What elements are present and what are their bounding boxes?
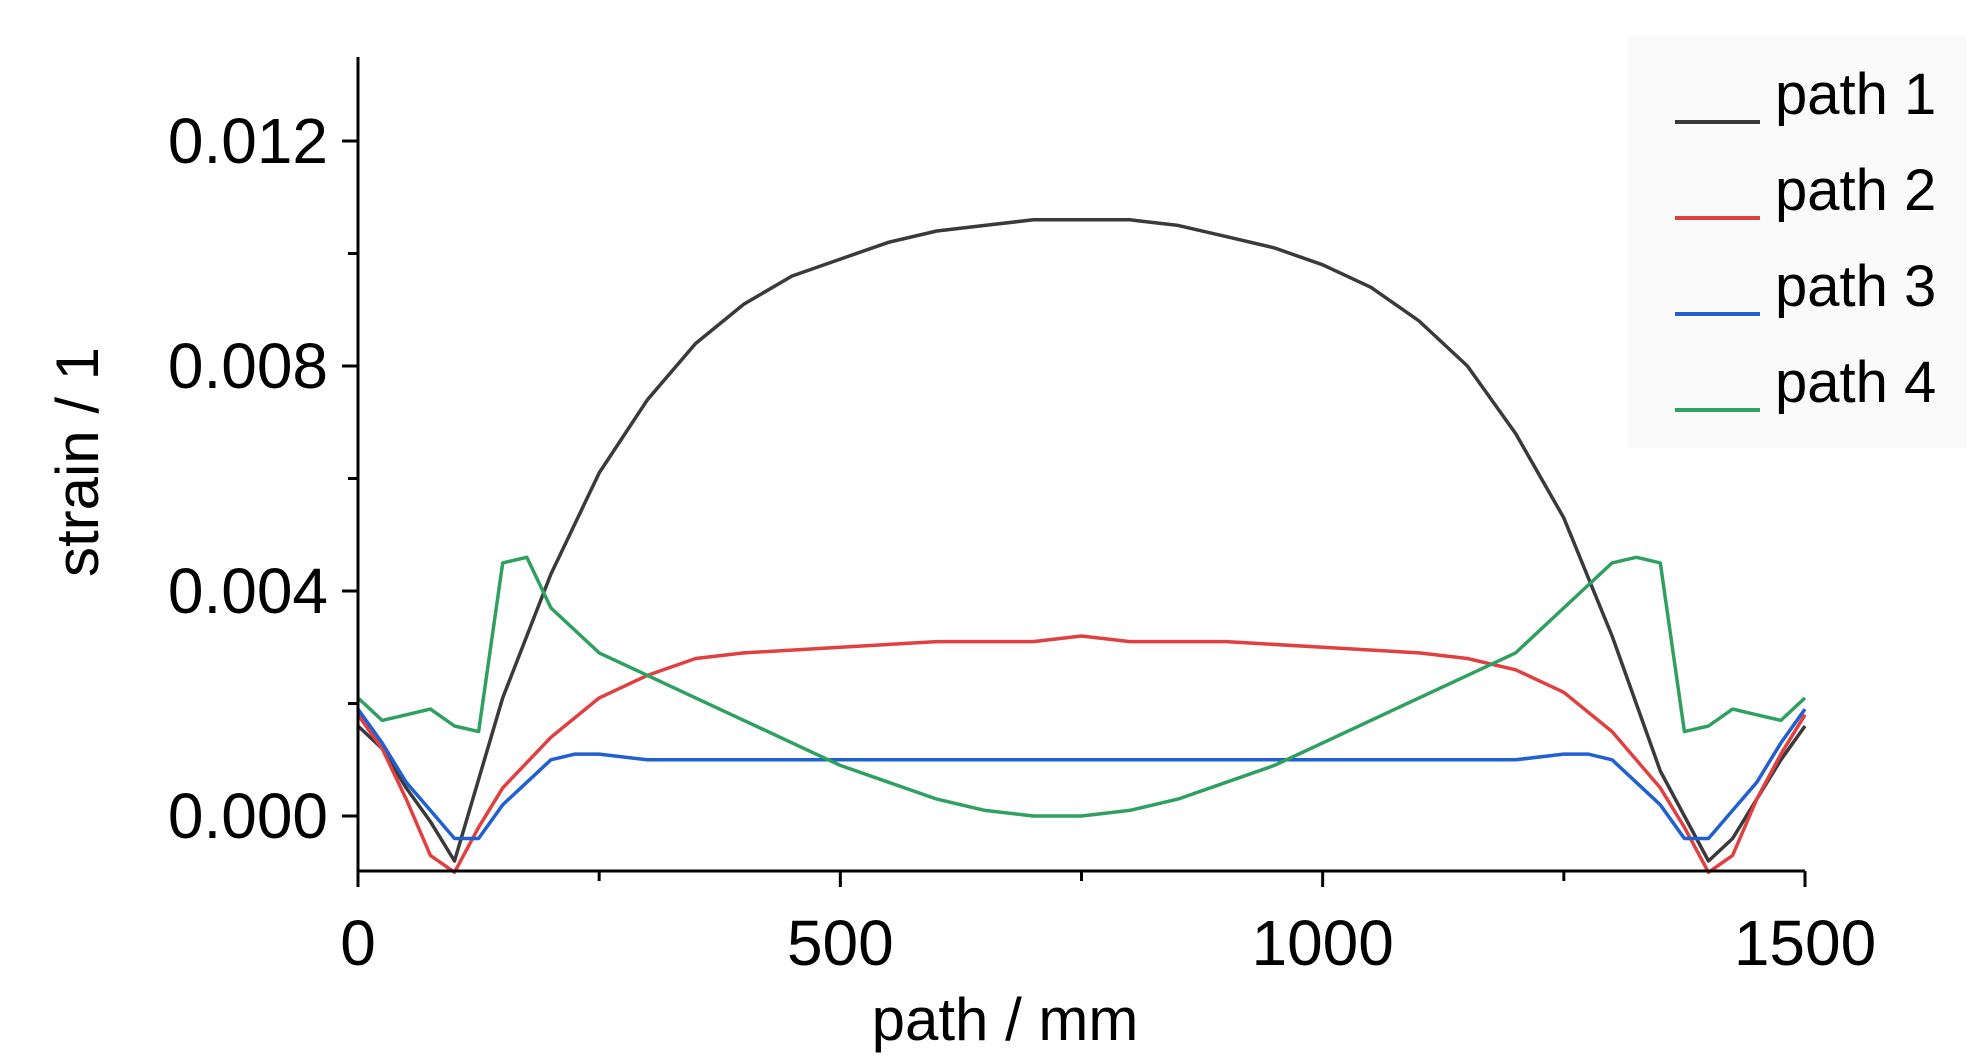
legend-label: path 2 — [1775, 158, 1936, 223]
x-axis-title: path / mm — [872, 986, 1139, 1053]
y-axis-title: strain / 1 — [44, 347, 111, 577]
x-tick-label: 0 — [340, 907, 376, 979]
legend-label: path 1 — [1775, 62, 1936, 127]
axes-layer: 0 500 1000 1500 0.000 0.004 0.008 0.012 — [168, 57, 1876, 979]
series-line-path-2 — [356, 634, 1807, 875]
legend-background — [1627, 36, 1967, 448]
y-tick-label: 0.012 — [168, 105, 328, 177]
legend: path 1 path 2 path 3 path 4 — [1675, 62, 1936, 415]
y-tick-label: 0.008 — [168, 330, 328, 402]
x-tick-label: 1000 — [1251, 907, 1393, 979]
y-tick-label: 0.000 — [168, 780, 328, 852]
x-tick-label: 500 — [787, 907, 894, 979]
series-line-path-1 — [356, 218, 1807, 863]
series-line-path-3 — [356, 708, 1807, 841]
legend-label: path 4 — [1775, 350, 1936, 415]
series-layer — [356, 218, 1807, 875]
series-line-path-4 — [356, 555, 1807, 818]
y-tick-label: 0.004 — [168, 555, 328, 627]
x-tick-label: 1500 — [1734, 907, 1876, 979]
legend-label: path 3 — [1775, 254, 1936, 319]
